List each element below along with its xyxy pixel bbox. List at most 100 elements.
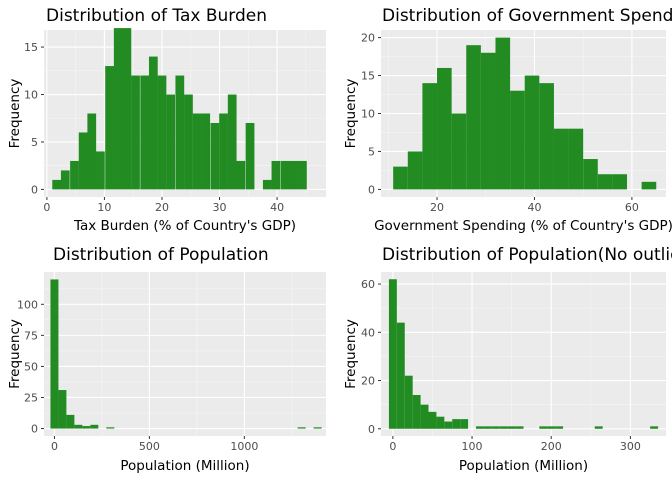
histogram-bar xyxy=(74,424,83,429)
histogram-bar xyxy=(166,94,175,190)
x-axis-label: Population (Million) xyxy=(459,458,588,474)
histogram-bar xyxy=(428,411,437,429)
histogram-bar xyxy=(236,160,246,190)
histogram-bar xyxy=(82,426,91,429)
y-tick-label: 0 xyxy=(31,423,38,436)
x-axis-label: Tax Burden (% of Country's GDP) xyxy=(73,218,296,234)
histogram-bar xyxy=(113,28,123,190)
histogram-bar xyxy=(412,395,421,429)
histogram-bar xyxy=(289,160,299,190)
histogram-bar xyxy=(407,151,423,190)
x-axis-label: Government Spending (% of Country's GDP) xyxy=(374,218,672,234)
histogram-bar xyxy=(70,160,79,190)
histogram-bar xyxy=(66,414,75,429)
histogram-bar xyxy=(515,426,524,429)
histogram-bar xyxy=(539,83,554,190)
histogram-bar xyxy=(175,75,185,190)
histogram-bar xyxy=(78,132,88,190)
y-tick-label: 0 xyxy=(368,183,375,196)
histogram-bar xyxy=(58,390,67,429)
y-tick-label: 5 xyxy=(368,145,375,158)
histogram-bar xyxy=(122,28,132,190)
y-axis-label: Frequency xyxy=(343,79,359,149)
x-tick-label: 0 xyxy=(389,440,396,453)
histogram-bar xyxy=(641,181,657,190)
chart-title: Distribution of Tax Burden xyxy=(46,6,267,26)
y-tick-label: 60 xyxy=(361,278,375,291)
x-tick-label: 60 xyxy=(625,201,639,214)
histogram-bar xyxy=(388,279,397,429)
x-axis-label: Population (Million) xyxy=(120,458,249,474)
histogram-bar xyxy=(50,279,59,429)
y-tick-label: 20 xyxy=(361,32,375,45)
y-axis-label: Frequency xyxy=(343,319,359,389)
x-tick-label: 500 xyxy=(139,440,160,453)
x-tick-label: 40 xyxy=(527,201,541,214)
histogram-bar xyxy=(140,75,150,190)
histogram-bar xyxy=(524,75,540,190)
x-tick-label: 100 xyxy=(462,440,483,453)
histogram-bar xyxy=(555,426,564,429)
histogram-bar xyxy=(106,427,115,429)
histogram-bar xyxy=(219,113,228,190)
histogram-bar xyxy=(495,37,511,190)
histogram-bar xyxy=(157,75,167,190)
histogram-bar xyxy=(466,45,481,190)
histogram-bar xyxy=(201,113,211,190)
y-tick-label: 5 xyxy=(31,136,38,149)
histogram-bar xyxy=(568,128,584,190)
x-tick-label: 30 xyxy=(213,201,227,214)
histogram-bar xyxy=(480,52,496,190)
histogram-bar xyxy=(404,375,413,429)
histogram-bar xyxy=(499,426,508,429)
histogram-bar xyxy=(60,170,70,190)
histogram-bar xyxy=(594,426,603,429)
histogram-bar xyxy=(148,56,158,190)
histogram-bar xyxy=(313,427,322,429)
x-tick-label: 0 xyxy=(51,440,58,453)
x-tick-label: 10 xyxy=(97,201,111,214)
chart-panel-2: 20 40 60 0 5 10 15 20 Distribution of Government… xyxy=(343,6,672,234)
histogram-bar xyxy=(444,421,453,429)
histogram-bar xyxy=(96,151,105,190)
histogram-bar xyxy=(131,75,140,190)
histogram-bar xyxy=(451,113,467,190)
histogram-bar xyxy=(507,426,516,429)
y-tick-label: 20 xyxy=(361,375,375,388)
histogram-bar xyxy=(280,160,290,190)
y-tick-label: 0 xyxy=(31,183,38,196)
y-tick-label: 15 xyxy=(361,70,375,83)
y-tick-label: 75 xyxy=(24,329,38,342)
histogram-bar xyxy=(210,122,220,190)
histogram-bar xyxy=(483,426,492,429)
y-axis-label: Frequency xyxy=(7,79,23,149)
y-tick-label: 100 xyxy=(17,298,38,311)
histogram-bar xyxy=(298,160,307,190)
histogram-bar xyxy=(452,419,461,429)
y-tick-label: 10 xyxy=(24,89,38,102)
histogram-bar xyxy=(491,426,500,429)
histogram-bar xyxy=(396,322,405,429)
chart-panel-4: 0 100 200 300 0 20 40 60 Distribution of Populat… xyxy=(343,245,672,474)
histogram-bar xyxy=(547,426,556,429)
histogram-bar xyxy=(436,416,445,429)
histogram-bar xyxy=(420,404,429,429)
chart-panel-1: 0 10 20 30 40 0 5 10 15 Distribution of Tax Burde… xyxy=(7,6,326,234)
chart-title: Distribution of Government Spending xyxy=(382,6,672,26)
histogram-bar xyxy=(87,113,97,190)
chart-title: Distribution of Population(No outliers) xyxy=(382,245,672,265)
histogram-bar xyxy=(245,122,255,190)
chart-title: Distribution of Population xyxy=(53,245,269,265)
x-tick-label: 40 xyxy=(270,201,284,214)
histogram-bar xyxy=(105,66,114,190)
x-tick-label: 20 xyxy=(430,201,444,214)
histogram-bar xyxy=(539,426,548,429)
histogram-bar xyxy=(393,166,408,190)
histogram-bar xyxy=(262,179,272,190)
histogram-bar xyxy=(460,419,469,429)
x-tick-label: 0 xyxy=(43,201,50,214)
histogram-bar xyxy=(510,90,525,190)
histogram-bar xyxy=(184,94,193,190)
y-tick-label: 0 xyxy=(368,423,375,436)
